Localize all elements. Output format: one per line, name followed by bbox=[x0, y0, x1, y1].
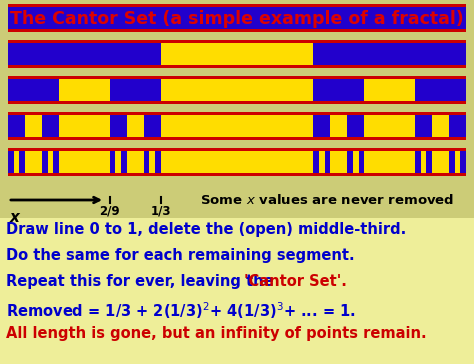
Bar bbox=[8, 40, 466, 68]
Text: All length is gone, but an infinity of points remain.: All length is gone, but an infinity of p… bbox=[6, 326, 427, 341]
Bar bbox=[19, 151, 25, 173]
Bar bbox=[155, 151, 161, 173]
Bar bbox=[144, 115, 161, 137]
Bar bbox=[313, 43, 466, 65]
Bar bbox=[8, 76, 466, 104]
Bar bbox=[110, 151, 116, 173]
Text: 2/9: 2/9 bbox=[100, 205, 120, 218]
Text: 1/3: 1/3 bbox=[150, 205, 171, 218]
Bar bbox=[313, 115, 330, 137]
Text: x: x bbox=[10, 210, 20, 225]
Bar bbox=[42, 151, 47, 173]
Bar bbox=[53, 151, 59, 173]
Bar bbox=[110, 79, 161, 101]
Bar bbox=[8, 7, 466, 29]
Bar bbox=[415, 79, 466, 101]
Bar bbox=[415, 115, 432, 137]
Bar bbox=[110, 115, 127, 137]
Bar bbox=[8, 43, 161, 65]
Bar bbox=[449, 115, 466, 137]
Bar bbox=[313, 79, 364, 101]
Bar bbox=[0, 218, 474, 364]
Bar bbox=[449, 151, 455, 173]
Text: The Cantor Set (a simple example of a fractal): The Cantor Set (a simple example of a fr… bbox=[10, 10, 464, 28]
Bar bbox=[8, 151, 466, 173]
Bar bbox=[144, 151, 149, 173]
Text: Do the same for each remaining segment.: Do the same for each remaining segment. bbox=[6, 248, 355, 263]
Bar bbox=[121, 151, 127, 173]
Bar bbox=[325, 151, 330, 173]
Bar bbox=[42, 115, 59, 137]
Bar bbox=[313, 151, 319, 173]
Text: Draw line 0 to 1, delete the (open) middle-third.: Draw line 0 to 1, delete the (open) midd… bbox=[6, 222, 406, 237]
Text: Some $x$ values are never removed: Some $x$ values are never removed bbox=[200, 193, 454, 207]
Text: Repeat this for ever, leaving the: Repeat this for ever, leaving the bbox=[6, 274, 279, 289]
Bar bbox=[358, 151, 364, 173]
Bar bbox=[427, 151, 432, 173]
Bar bbox=[8, 79, 466, 101]
Bar bbox=[347, 151, 353, 173]
Bar bbox=[460, 151, 466, 173]
Bar bbox=[8, 79, 59, 101]
Bar bbox=[8, 148, 466, 176]
Text: Removed = 1/3 + 2(1/3)$^2$+ 4(1/3)$^3$+ ... = 1.: Removed = 1/3 + 2(1/3)$^2$+ 4(1/3)$^3$+ … bbox=[6, 300, 356, 321]
Bar bbox=[8, 4, 466, 32]
Bar bbox=[8, 43, 466, 65]
Bar bbox=[347, 115, 364, 137]
Bar bbox=[8, 115, 25, 137]
Bar bbox=[8, 115, 466, 137]
Bar bbox=[415, 151, 421, 173]
Bar bbox=[8, 151, 14, 173]
Bar bbox=[8, 7, 466, 29]
Bar bbox=[8, 112, 466, 140]
Text: 'Cantor Set'.: 'Cantor Set'. bbox=[244, 274, 347, 289]
